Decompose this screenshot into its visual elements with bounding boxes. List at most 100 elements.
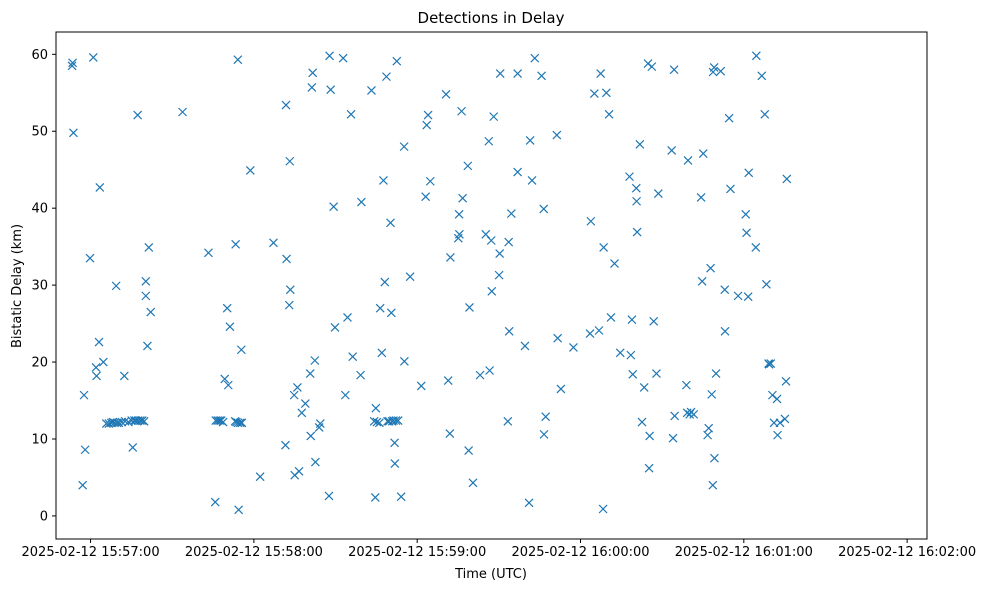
data-point — [489, 112, 499, 122]
data-point — [386, 308, 396, 318]
data-point — [454, 229, 464, 239]
data-point — [422, 120, 432, 130]
data-point — [281, 100, 291, 110]
y-tick-label: 60 — [31, 48, 48, 63]
data-point — [146, 307, 156, 317]
y-tick-label: 40 — [31, 202, 48, 217]
data-point — [178, 107, 187, 117]
data-point — [222, 303, 232, 313]
data-point — [644, 463, 654, 473]
data-point — [744, 168, 754, 178]
y-tick-label: 0 — [40, 509, 48, 524]
y-axis-label: Bistatic Delay (km) — [10, 224, 25, 348]
data-point — [708, 480, 718, 490]
data-point — [766, 359, 776, 369]
data-point — [310, 457, 320, 467]
data-point — [348, 352, 358, 362]
data-point — [486, 236, 496, 245]
data-point — [324, 491, 334, 501]
data-point — [681, 380, 691, 390]
data-point — [751, 242, 761, 252]
data-point — [305, 369, 315, 379]
data-point — [631, 183, 641, 193]
data-point — [386, 218, 395, 228]
data-point — [589, 89, 599, 98]
data-point — [297, 408, 307, 418]
data-point — [539, 204, 549, 214]
data-point — [726, 184, 735, 194]
data-point — [720, 326, 730, 336]
y-tick-label: 30 — [31, 279, 48, 294]
data-point — [330, 323, 340, 332]
data-point — [716, 66, 726, 76]
data-point — [525, 136, 535, 145]
x-axis-ticks: 2025-02-12 15:57:00 2025-02-12 15:58:00 20… — [22, 539, 976, 560]
data-point — [141, 276, 151, 286]
data-point — [346, 109, 356, 119]
y-tick-label: 10 — [31, 432, 48, 447]
data-point — [707, 389, 717, 399]
data-point — [553, 333, 563, 343]
data-point — [245, 166, 255, 175]
data-point — [454, 209, 464, 219]
data-point — [504, 237, 514, 247]
data-point — [645, 431, 655, 441]
data-point — [457, 106, 466, 116]
data-point — [396, 492, 406, 502]
data-point — [653, 189, 663, 198]
x-tick-label: 2025-02-12 15:59:00 — [348, 545, 486, 560]
data-point — [487, 286, 497, 296]
data-point — [293, 383, 302, 392]
data-point — [652, 369, 661, 379]
data-point — [733, 291, 743, 301]
data-point — [379, 176, 388, 185]
data-point — [399, 142, 409, 152]
data-point — [632, 196, 642, 206]
data-point — [143, 341, 152, 351]
data-point — [79, 390, 89, 400]
data-point — [706, 263, 716, 273]
data-point — [464, 446, 474, 455]
data-point — [78, 480, 88, 490]
data-point — [541, 412, 551, 422]
data-point — [632, 227, 642, 237]
data-point — [371, 403, 381, 413]
data-point — [92, 371, 101, 381]
data-point — [494, 270, 504, 280]
data-point — [445, 429, 455, 439]
data-point — [294, 466, 304, 476]
data-point — [484, 136, 494, 146]
data-point — [698, 149, 708, 158]
data-point — [596, 69, 606, 78]
data-point — [764, 359, 774, 369]
data-point — [772, 394, 782, 404]
data-point — [503, 416, 513, 426]
data-point — [780, 414, 790, 424]
data-point — [68, 128, 78, 138]
data-point — [255, 472, 265, 482]
data-point — [425, 176, 435, 186]
data-point — [599, 242, 609, 252]
data-point — [782, 174, 792, 184]
data-point — [133, 110, 143, 120]
x-axis-label: Time (UTC) — [454, 567, 527, 582]
data-point — [606, 313, 616, 322]
data-point — [390, 459, 400, 469]
data-point — [639, 383, 649, 392]
data-point — [601, 88, 611, 98]
data-point — [220, 374, 230, 384]
data-point — [520, 341, 530, 351]
data-point — [720, 285, 730, 295]
data-point — [465, 303, 474, 312]
data-point — [552, 130, 562, 140]
data-point — [468, 478, 478, 488]
x-tick-label: 2025-02-12 15:58:00 — [185, 545, 323, 560]
data-point — [139, 416, 149, 426]
data-point — [377, 348, 387, 358]
data-point — [340, 390, 350, 400]
data-point — [594, 326, 604, 335]
x-tick-label: 2025-02-12 16:02:00 — [838, 545, 976, 560]
data-point — [742, 228, 751, 238]
data-points — [67, 51, 792, 515]
